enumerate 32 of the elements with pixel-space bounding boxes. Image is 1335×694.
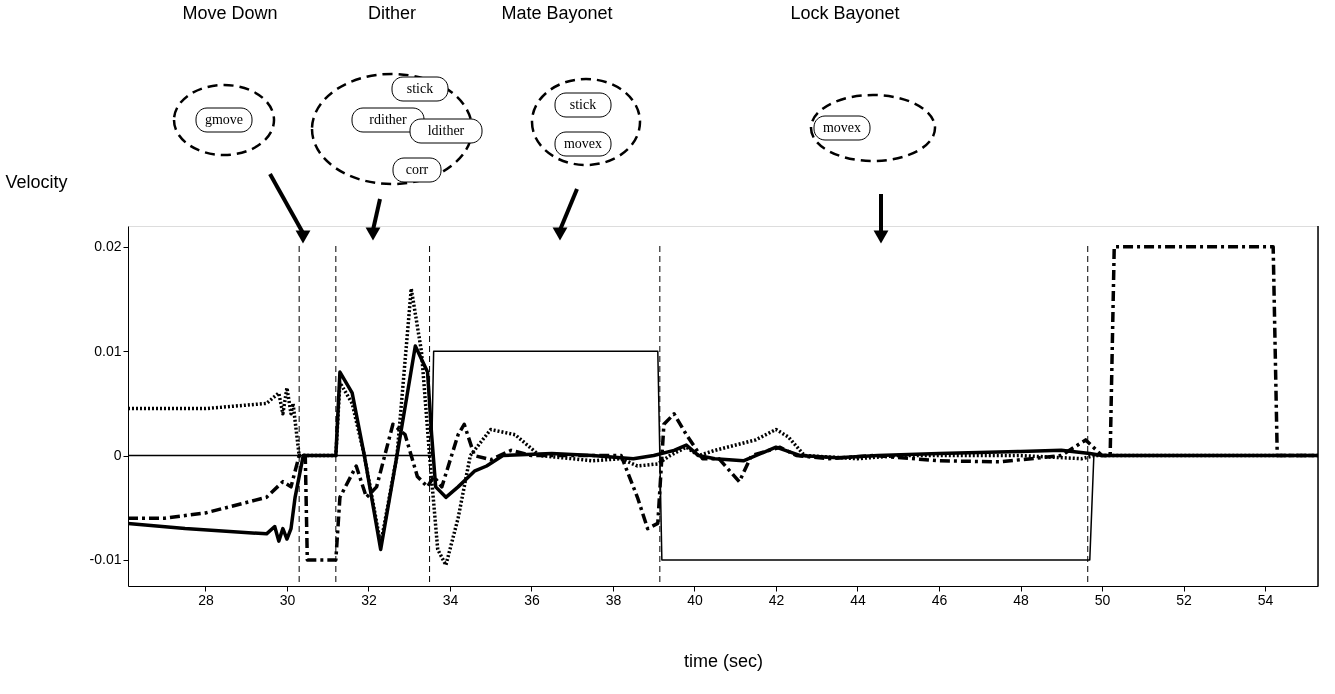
text: stick: [406, 81, 434, 96]
x-tick-label: 52: [1176, 591, 1193, 608]
x-tick-label: 36: [524, 591, 540, 608]
text: rdither: [369, 112, 407, 127]
y-tick-label: 0.02: [94, 238, 122, 255]
text: Lock Bayonet: [790, 3, 900, 23]
x-tick-label: 50: [1094, 591, 1111, 608]
text: Dither: [367, 3, 417, 23]
x-tick-label: 42: [768, 591, 785, 608]
y-tick-label: 0.01: [94, 342, 122, 359]
x-tick-label: 28: [198, 591, 214, 608]
x-tick-label: 38: [605, 591, 622, 608]
x-tick-label: 32: [361, 591, 377, 608]
text: movex: [822, 120, 862, 135]
x-axis-title: time (sec): [683, 650, 764, 671]
text: Mate Bayonet: [501, 3, 613, 23]
x-tick-label: 30: [279, 591, 296, 608]
text: ldither: [427, 123, 465, 138]
x-tick-label: 54: [1257, 591, 1274, 608]
x-tick-label: 48: [1013, 591, 1029, 608]
y-tick-label: -0.01: [89, 551, 122, 568]
text: Move Down: [182, 3, 278, 23]
text: gmove: [204, 112, 244, 127]
x-tick-label: 34: [442, 591, 459, 608]
x-tick-label: 44: [850, 591, 866, 608]
x-tick-label: 40: [687, 591, 703, 608]
text: stick: [569, 97, 597, 112]
text: corr: [405, 162, 429, 177]
y-axis-title: Velocity: [5, 171, 68, 192]
x-tick-label: 46: [931, 591, 948, 608]
text: movex: [563, 136, 603, 151]
y-tick-label: 0: [113, 447, 122, 464]
